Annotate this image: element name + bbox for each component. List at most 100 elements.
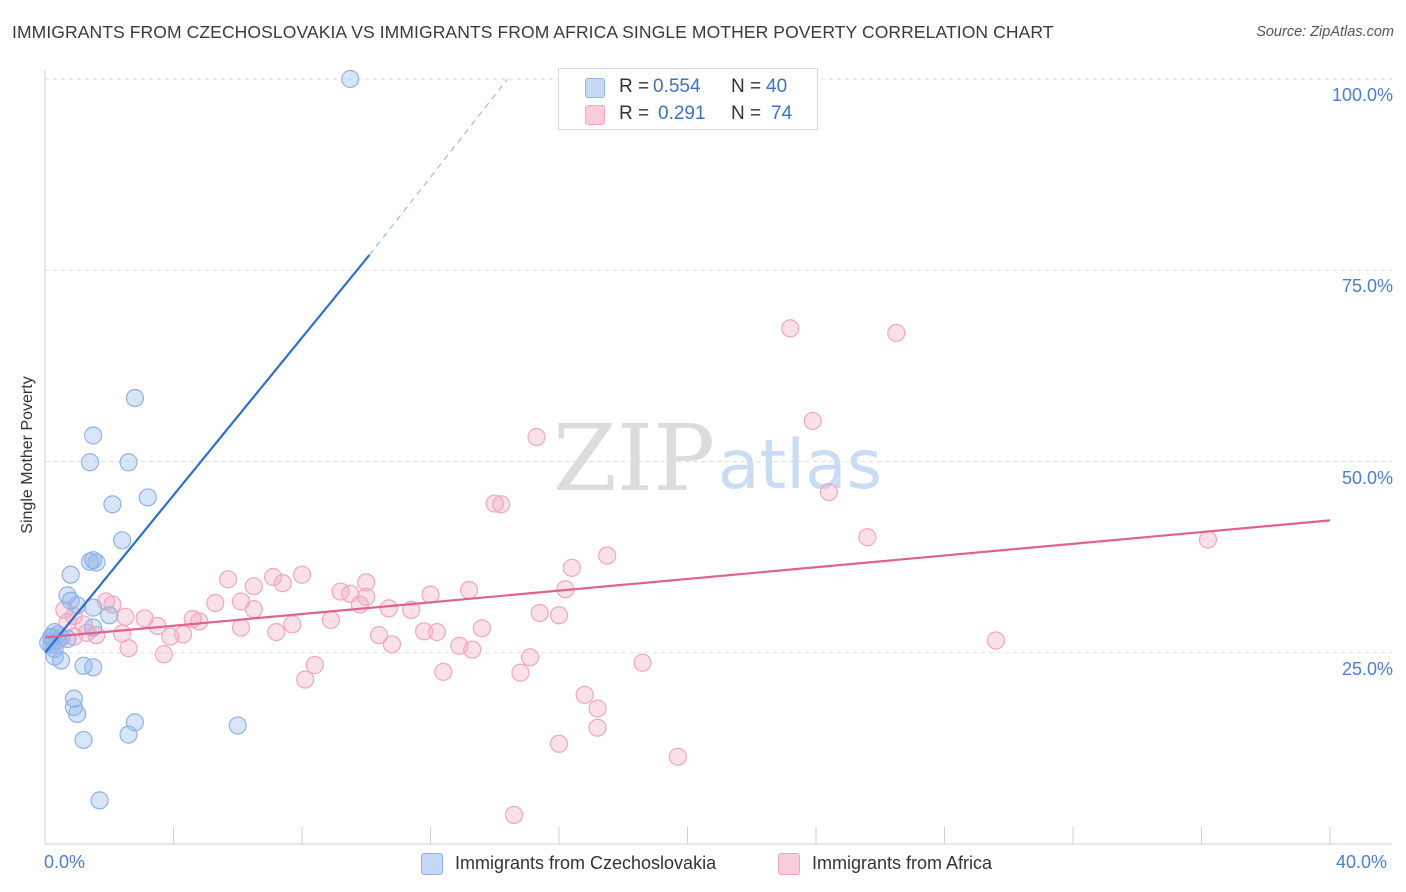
legend-r-value-czechoslovakia: 0.554 [653, 76, 701, 97]
czechoslovakia-point [74, 730, 93, 750]
africa-point [562, 558, 581, 577]
czechoslovakia-point [80, 552, 100, 571]
africa-point [273, 574, 292, 593]
y-tick-label-25: 25.0% [1341, 658, 1393, 679]
africa-point [231, 618, 251, 637]
watermark: ZIP atlas [553, 405, 882, 512]
czechoslovakia-point [84, 426, 103, 445]
africa-point [887, 323, 906, 343]
czechoslovakia-point [112, 531, 132, 550]
africa-point [549, 606, 569, 625]
africa-point [463, 640, 482, 659]
x-tick-label-max: 40.0% [1336, 852, 1388, 872]
legend-r-label: R = [619, 103, 650, 124]
czechoslovakia-point [119, 453, 138, 472]
africa-point [370, 626, 389, 645]
legend-swatch-africa [585, 105, 605, 125]
x-tick-label-min: 0.0% [44, 852, 86, 872]
africa-point [421, 585, 440, 604]
legend-n-label: N = [731, 103, 762, 124]
czechoslovakia-point [84, 598, 103, 617]
africa-point [575, 685, 594, 704]
trend-line-czechoslovakia [44, 254, 371, 654]
y-tick-label-75: 75.0% [1341, 276, 1393, 297]
bottom-legend-swatch-africa [778, 853, 800, 875]
africa-point [511, 663, 530, 682]
legend-swatch-czechoslovakia [585, 78, 605, 98]
africa-point [244, 600, 263, 619]
africa-point [527, 427, 546, 447]
africa-point [154, 645, 173, 664]
legend-n-value-czechoslovakia: 40 [766, 76, 788, 97]
czechoslovakia-point [61, 565, 80, 584]
bottom-legend-swatch-czechoslovakia [421, 853, 443, 875]
czechoslovakia-point [138, 488, 157, 507]
africa-point [414, 622, 434, 641]
czechoslovakia-point [58, 586, 77, 605]
africa-point [161, 627, 180, 646]
czechoslovakia-point [48, 631, 67, 650]
legend-n-value-africa: 74 [771, 103, 793, 124]
czechoslovakia-point [103, 495, 122, 514]
africa-point [588, 718, 607, 737]
africa-point [402, 600, 421, 620]
africa-point [504, 805, 524, 825]
africa-point [103, 595, 122, 614]
y-tick-label-50: 50.0% [1341, 467, 1393, 488]
africa-point [244, 577, 263, 596]
africa-point [520, 648, 540, 667]
bottom-legend-label-czechoslovakia: Immigrants from Czechoslovakia [455, 853, 717, 873]
africa-point [986, 631, 1006, 650]
africa-point [119, 639, 138, 658]
africa-point [781, 319, 800, 338]
czechoslovakia-point [61, 591, 80, 610]
czechoslovakia-point [51, 651, 71, 670]
africa-point [296, 670, 315, 689]
legend-r-value-africa: 0.291 [658, 103, 706, 124]
chart-title: IMMIGRANTS FROM CZECHOSLOVAKIA VS IMMIGR… [12, 22, 1054, 42]
trend-line-africa [44, 519, 1331, 639]
czechoslovakia-point [228, 716, 247, 735]
africa-point [350, 595, 369, 614]
africa-point [267, 622, 286, 642]
grid [45, 78, 1392, 654]
czechoslovakia-point [100, 606, 119, 625]
africa-point [633, 653, 652, 672]
africa-point [858, 528, 877, 547]
czechoslovakia-point [68, 704, 87, 724]
africa-point [382, 635, 402, 654]
bottom-legend-label-africa: Immigrants from Africa [812, 853, 993, 873]
africa-point [530, 603, 549, 623]
africa-point [803, 411, 822, 431]
africa-point [588, 699, 607, 718]
czechoslovakia-point [119, 725, 138, 744]
czechoslovakia-point [341, 69, 360, 89]
axes [44, 70, 1392, 845]
africa-point [321, 610, 341, 629]
africa-point [427, 622, 447, 642]
legend-row-czechoslovakia: R = 0.554 N = 40 [559, 73, 817, 101]
czechoslovakia-point [87, 553, 106, 572]
africa-point [819, 483, 838, 502]
africa-point [549, 734, 569, 753]
africa-point [598, 546, 617, 565]
africa-point [459, 580, 479, 600]
trend-line-czechoslovakia-extension [368, 78, 509, 256]
africa-point [116, 607, 135, 626]
africa-point [472, 619, 491, 638]
africa-point [485, 494, 504, 513]
stats-legend: R = 0.554 N = 40 R = 0.291 N = 74 [558, 68, 818, 130]
czechoslovakia-point [125, 388, 145, 408]
czechoslovakia-point [80, 453, 100, 472]
source-label: Source: ZipAtlas.com [1256, 24, 1394, 40]
africa-point [206, 593, 225, 613]
czechoslovakia-point [84, 658, 103, 677]
legend-r-label: R = [619, 76, 650, 97]
africa-point [1198, 530, 1218, 549]
africa-point [357, 573, 376, 592]
czechoslovakia-point [90, 791, 109, 810]
africa-point [434, 662, 453, 681]
y-tick-label-100: 100.0% [1331, 85, 1393, 105]
trend-lines [44, 78, 1331, 654]
